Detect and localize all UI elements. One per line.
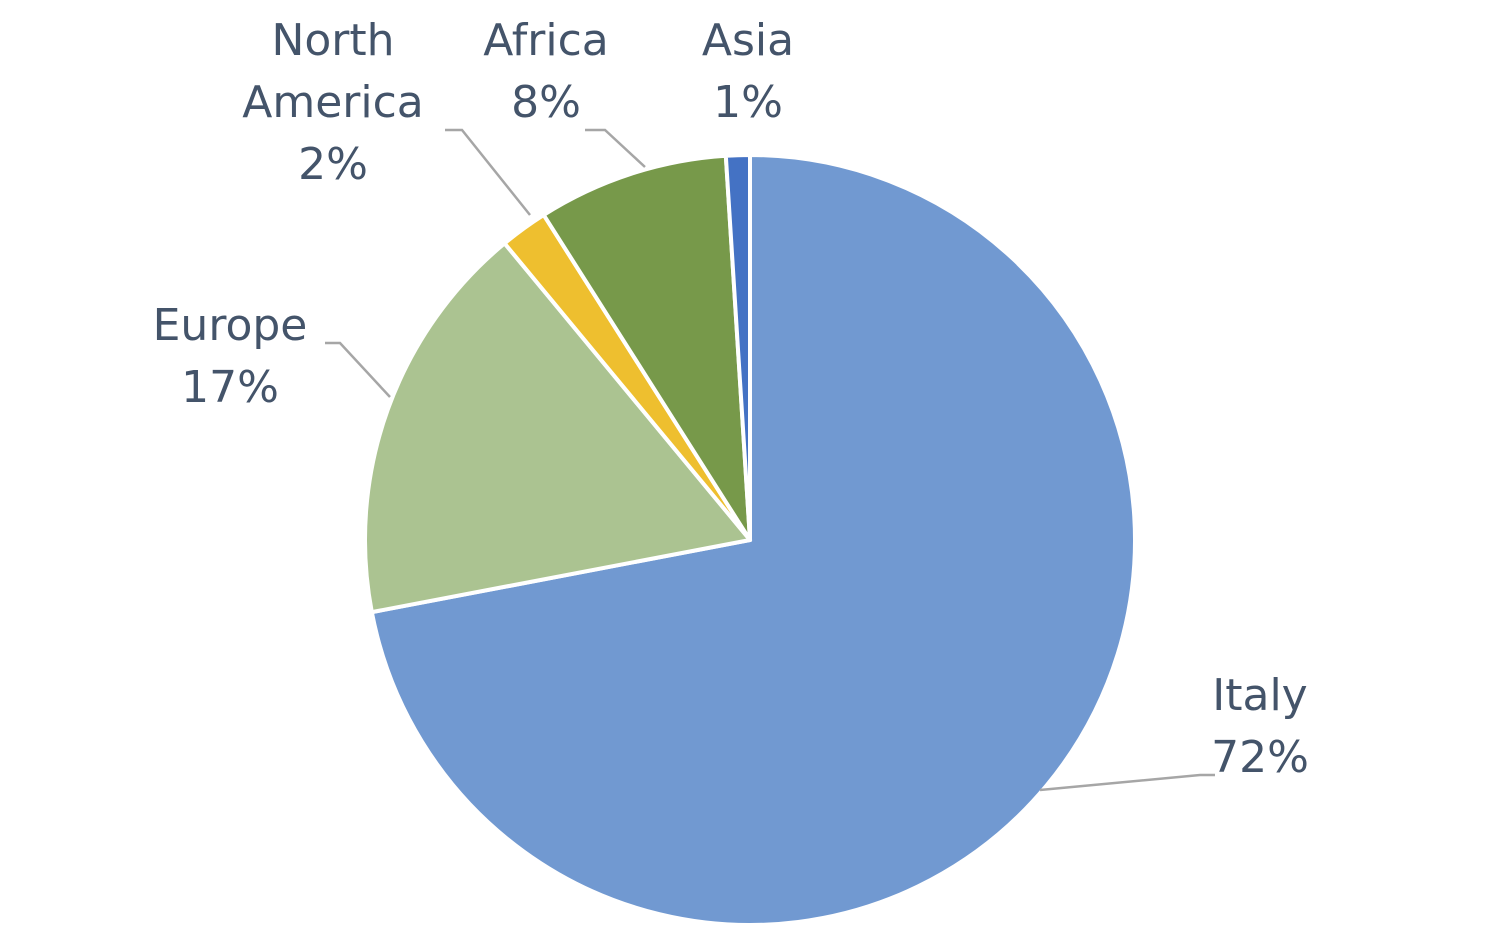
category-label: Italy — [1212, 670, 1308, 721]
slice — [369, 153, 1137, 927]
value-label: 2% — [298, 139, 368, 190]
slice — [723, 153, 752, 542]
leader-lines — [325, 128, 1215, 792]
data-label: Europe 17% — [153, 295, 308, 419]
category-label: Africa — [483, 15, 609, 66]
data-label: Africa 8% — [483, 10, 609, 134]
slices — [363, 153, 1137, 927]
leader-line — [585, 128, 646, 168]
slice — [541, 153, 752, 542]
category-label: Asia — [701, 15, 795, 66]
value-label: 1% — [713, 77, 783, 128]
data-label: North America 2% — [213, 10, 453, 196]
leader-line — [325, 341, 391, 398]
category-label: North America — [242, 15, 424, 128]
slice — [363, 241, 752, 615]
leader-line — [445, 128, 531, 216]
value-label: 17% — [181, 362, 279, 413]
category-label: Europe — [152, 300, 308, 351]
value-label: 72% — [1211, 732, 1309, 783]
leader-line — [1039, 773, 1215, 792]
data-label: Asia 1% — [702, 10, 794, 134]
value-label: 8% — [511, 77, 581, 128]
data-label: Italy 72% — [1211, 665, 1309, 789]
